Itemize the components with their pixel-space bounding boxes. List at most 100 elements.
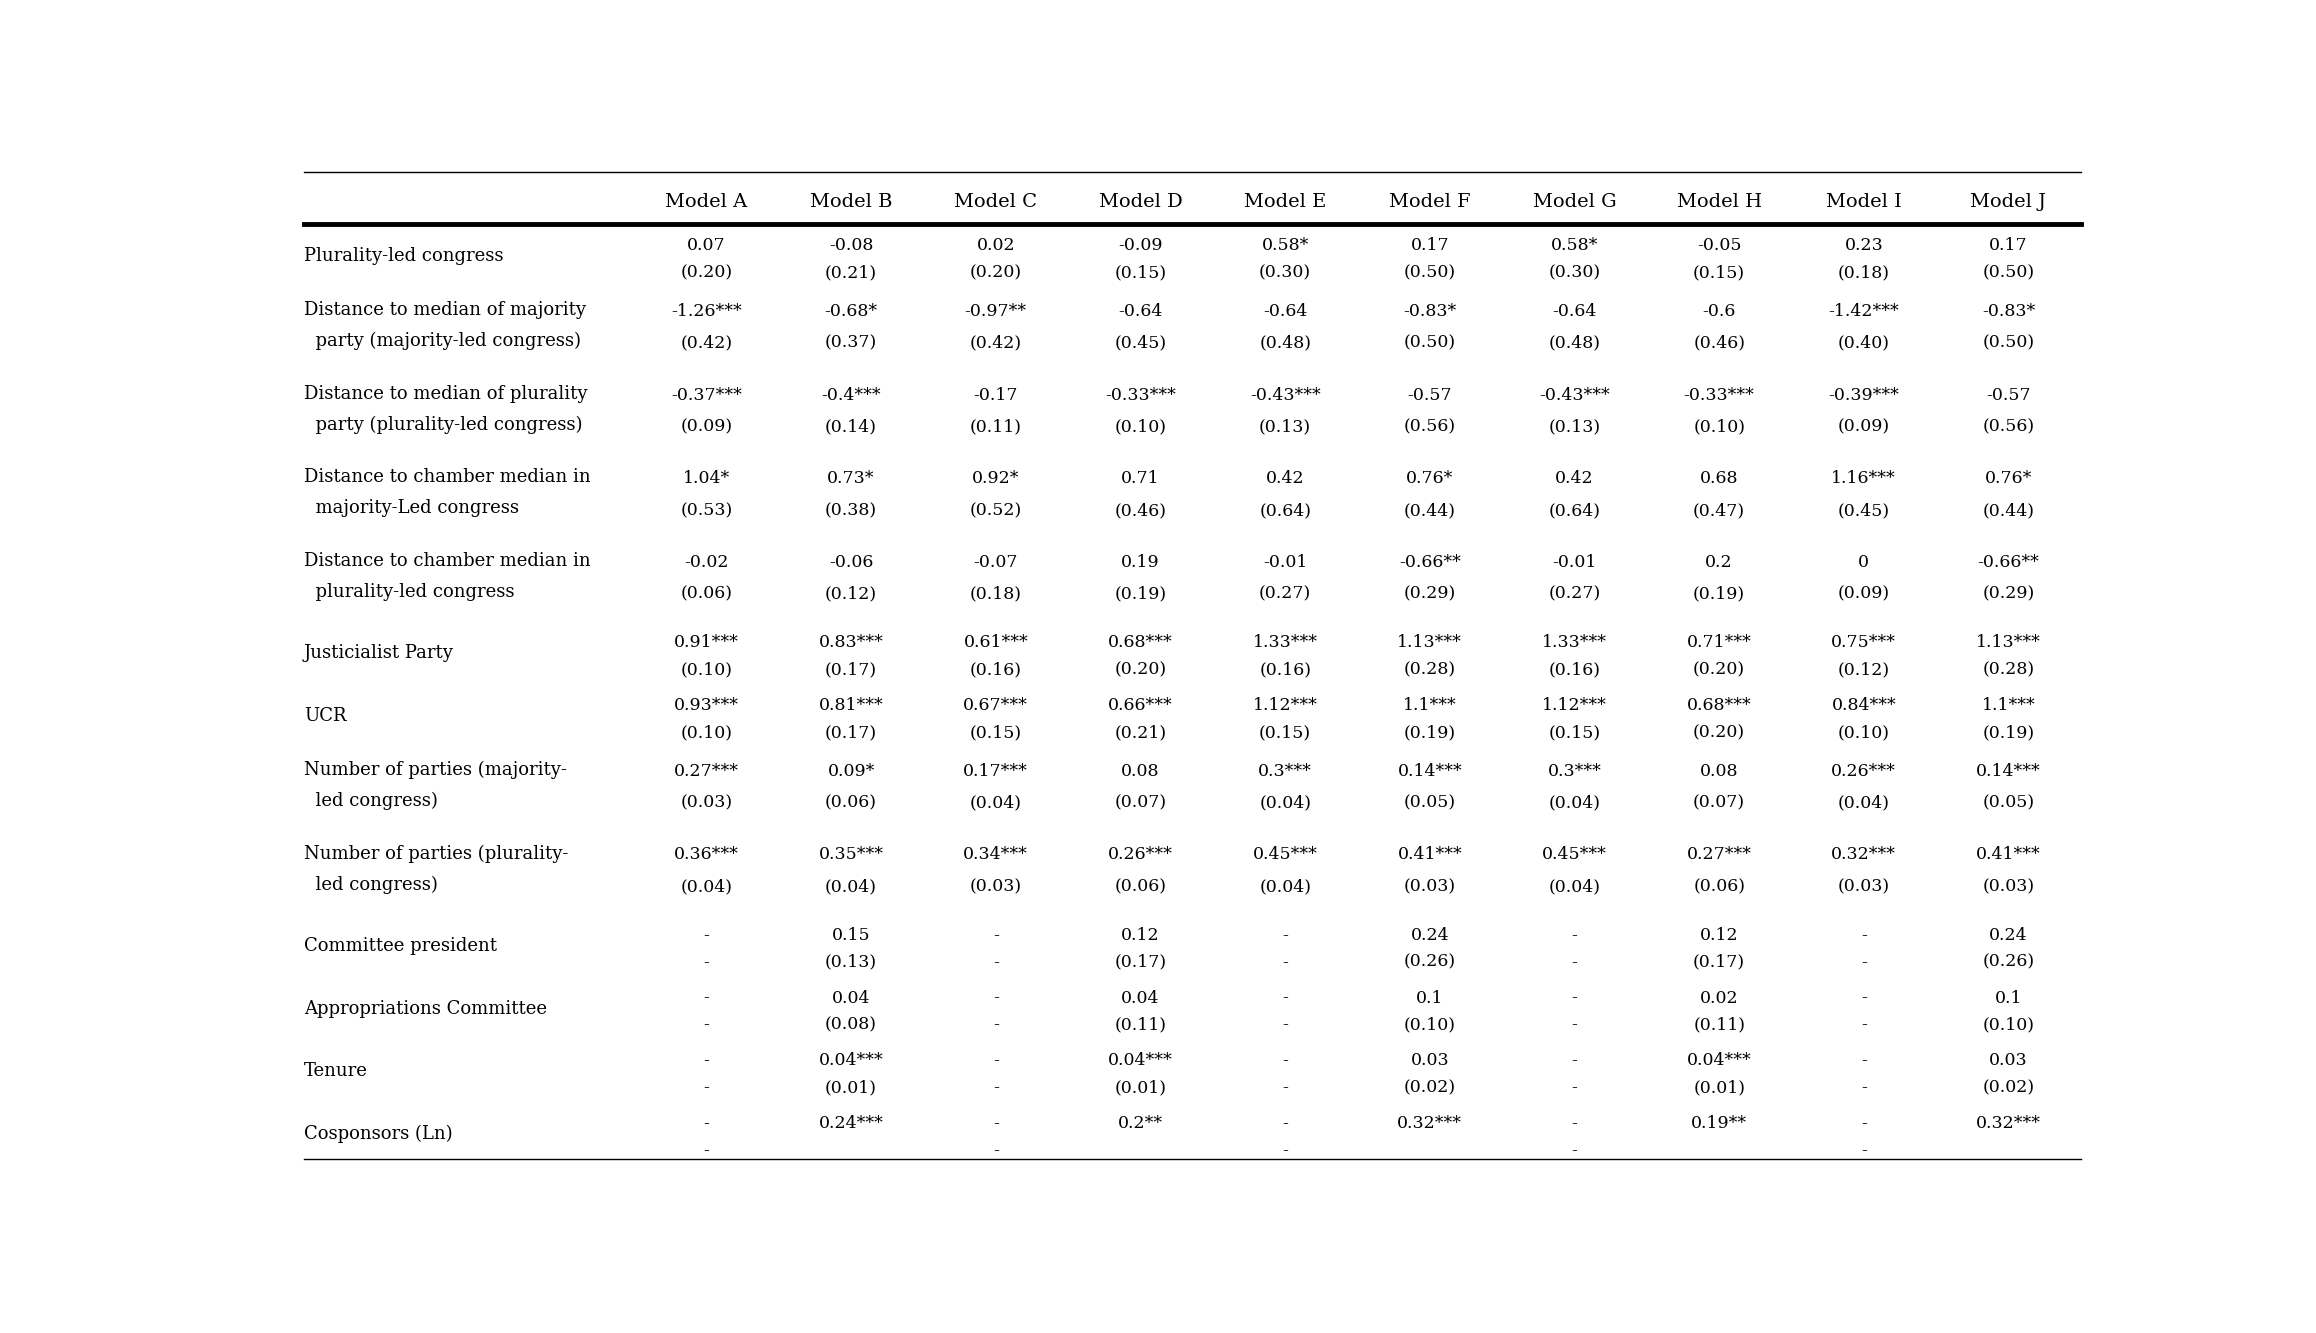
Text: (0.10): (0.10)	[1982, 1017, 2033, 1033]
Text: 0.32***: 0.32***	[1832, 846, 1897, 864]
Text: 0.71***: 0.71***	[1686, 635, 1751, 652]
Text: (0.20): (0.20)	[681, 264, 732, 281]
Text: (0.37): (0.37)	[824, 335, 878, 352]
Text: (0.04): (0.04)	[1839, 794, 1890, 812]
Text: (0.05): (0.05)	[1982, 794, 2033, 812]
Text: (0.09): (0.09)	[681, 419, 732, 436]
Text: 0.68***: 0.68***	[1107, 635, 1172, 652]
Text: (0.12): (0.12)	[1837, 661, 1890, 678]
Text: -1.26***: -1.26***	[672, 303, 741, 320]
Text: -: -	[704, 954, 709, 970]
Text: 1.33***: 1.33***	[1253, 635, 1318, 652]
Text: -: -	[1860, 1052, 1867, 1069]
Text: (0.50): (0.50)	[1403, 264, 1457, 281]
Text: 0.3***: 0.3***	[1547, 762, 1600, 780]
Text: (0.04): (0.04)	[1549, 794, 1600, 812]
Text: 0.3***: 0.3***	[1258, 762, 1313, 780]
Text: (0.48): (0.48)	[1549, 335, 1600, 352]
Text: 0.12: 0.12	[1700, 926, 1739, 944]
Text: (0.45): (0.45)	[1837, 503, 1890, 519]
Text: -: -	[704, 989, 709, 1006]
Text: (0.07): (0.07)	[1693, 794, 1746, 812]
Text: (0.17): (0.17)	[824, 724, 878, 741]
Text: -: -	[994, 1080, 998, 1096]
Text: -: -	[1283, 926, 1288, 944]
Text: 0.93***: 0.93***	[674, 697, 739, 714]
Text: (0.17): (0.17)	[824, 661, 878, 678]
Text: (0.16): (0.16)	[970, 661, 1021, 678]
Text: -: -	[1283, 1052, 1288, 1069]
Text: 0.76*: 0.76*	[1985, 471, 2031, 487]
Text: -0.39***: -0.39***	[1827, 387, 1899, 404]
Text: Number of parties (plurality-: Number of parties (plurality-	[303, 845, 567, 862]
Text: (0.17): (0.17)	[1114, 954, 1167, 970]
Text: 0.41***: 0.41***	[1976, 846, 2040, 864]
Text: -: -	[1860, 989, 1867, 1006]
Text: (0.13): (0.13)	[824, 954, 878, 970]
Text: 0.45***: 0.45***	[1253, 846, 1318, 864]
Text: 0.24: 0.24	[1410, 926, 1450, 944]
Text: (0.02): (0.02)	[1982, 1080, 2033, 1096]
Text: -: -	[994, 1017, 998, 1033]
Text: -0.01: -0.01	[1262, 553, 1306, 571]
Text: (0.40): (0.40)	[1839, 335, 1890, 352]
Text: plurality-led congress: plurality-led congress	[303, 583, 514, 601]
Text: (0.11): (0.11)	[1693, 1017, 1746, 1033]
Text: (0.10): (0.10)	[1693, 419, 1746, 436]
Text: 0.15: 0.15	[831, 926, 871, 944]
Text: -: -	[1283, 1114, 1288, 1132]
Text: 1.12***: 1.12***	[1253, 697, 1318, 714]
Text: (0.04): (0.04)	[824, 878, 878, 894]
Text: (0.28): (0.28)	[1982, 661, 2033, 678]
Text: 0.04***: 0.04***	[1686, 1052, 1751, 1069]
Text: -: -	[994, 926, 998, 944]
Text: 0.61***: 0.61***	[963, 635, 1028, 652]
Text: (0.48): (0.48)	[1260, 335, 1311, 352]
Text: 1.1***: 1.1***	[1403, 697, 1457, 714]
Text: (0.26): (0.26)	[1403, 954, 1457, 970]
Text: (0.10): (0.10)	[1114, 419, 1167, 436]
Text: -: -	[1860, 926, 1867, 944]
Text: 1.04*: 1.04*	[683, 471, 730, 487]
Text: (0.06): (0.06)	[1114, 878, 1167, 894]
Text: (0.19): (0.19)	[1693, 585, 1746, 603]
Text: -0.6: -0.6	[1702, 303, 1735, 320]
Text: (0.10): (0.10)	[681, 724, 732, 741]
Text: 0.26***: 0.26***	[1107, 846, 1172, 864]
Text: -0.01: -0.01	[1552, 553, 1596, 571]
Text: (0.01): (0.01)	[1693, 1080, 1746, 1096]
Text: Distance to chamber median in: Distance to chamber median in	[303, 552, 591, 571]
Text: Justicialist Party: Justicialist Party	[303, 644, 454, 663]
Text: 0.04***: 0.04***	[820, 1052, 882, 1069]
Text: 0.92*: 0.92*	[973, 471, 1019, 487]
Text: (0.16): (0.16)	[1260, 661, 1311, 678]
Text: Distance to chamber median in: Distance to chamber median in	[303, 468, 591, 487]
Text: (0.10): (0.10)	[1839, 724, 1890, 741]
Text: (0.56): (0.56)	[1982, 419, 2033, 436]
Text: Distance to median of plurality: Distance to median of plurality	[303, 385, 588, 403]
Text: (0.03): (0.03)	[1403, 878, 1457, 894]
Text: 0.1: 0.1	[1994, 989, 2022, 1006]
Text: (0.06): (0.06)	[681, 585, 732, 603]
Text: (0.20): (0.20)	[970, 264, 1021, 281]
Text: Model A: Model A	[665, 193, 748, 211]
Text: -0.83*: -0.83*	[1982, 303, 2036, 320]
Text: 0.42: 0.42	[1267, 471, 1304, 487]
Text: -: -	[704, 1017, 709, 1033]
Text: Model J: Model J	[1971, 193, 2047, 211]
Text: -: -	[1283, 1017, 1288, 1033]
Text: -: -	[1283, 954, 1288, 970]
Text: (0.42): (0.42)	[970, 335, 1021, 352]
Text: (0.20): (0.20)	[1693, 661, 1746, 678]
Text: party (majority-led congress): party (majority-led congress)	[303, 332, 581, 351]
Text: -: -	[994, 954, 998, 970]
Text: 0.14***: 0.14***	[1397, 762, 1461, 780]
Text: -0.07: -0.07	[973, 553, 1019, 571]
Text: -0.57: -0.57	[1408, 387, 1452, 404]
Text: (0.05): (0.05)	[1403, 794, 1457, 812]
Text: 1.33***: 1.33***	[1542, 635, 1607, 652]
Text: 0.17***: 0.17***	[963, 762, 1028, 780]
Text: led congress): led congress)	[303, 792, 438, 810]
Text: Distance to median of majority: Distance to median of majority	[303, 301, 586, 320]
Text: -0.66**: -0.66**	[1399, 553, 1461, 571]
